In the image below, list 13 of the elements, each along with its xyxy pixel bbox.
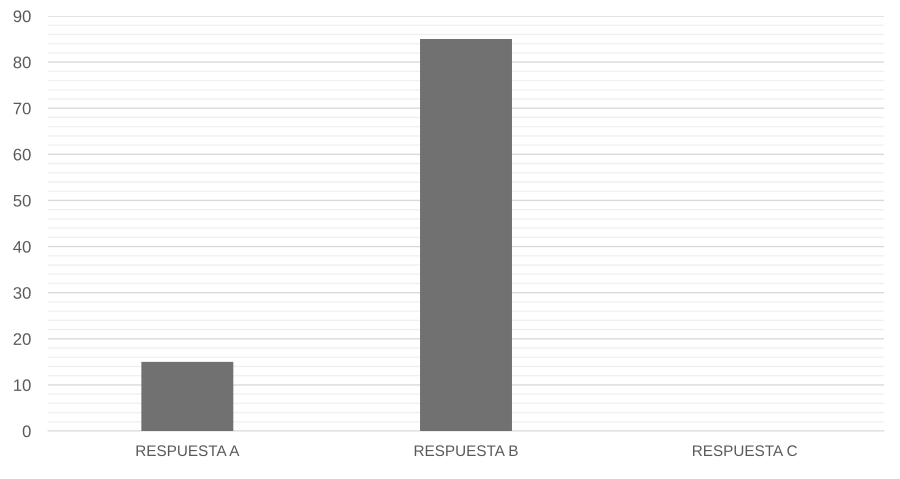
y-tick-label: 60 bbox=[14, 148, 31, 161]
y-tick-label: 0 bbox=[22, 425, 31, 438]
x-tick-label: RESPUESTA A bbox=[136, 445, 240, 456]
y-tick-label: 70 bbox=[14, 102, 31, 114]
y-tick-label: 10 bbox=[14, 379, 31, 392]
y-tick-label: 50 bbox=[13, 194, 31, 207]
y-tick-label: 80 bbox=[14, 56, 31, 68]
x-tick-label: RESPUESTA B bbox=[414, 445, 518, 456]
y-tick-label: 30 bbox=[13, 287, 31, 299]
y-tick-label: 90 bbox=[14, 10, 31, 22]
y-tick-label: 40 bbox=[13, 240, 31, 253]
x-tick-label: RESPUESTA C bbox=[692, 445, 798, 456]
y-tick-label: 20 bbox=[14, 333, 31, 345]
